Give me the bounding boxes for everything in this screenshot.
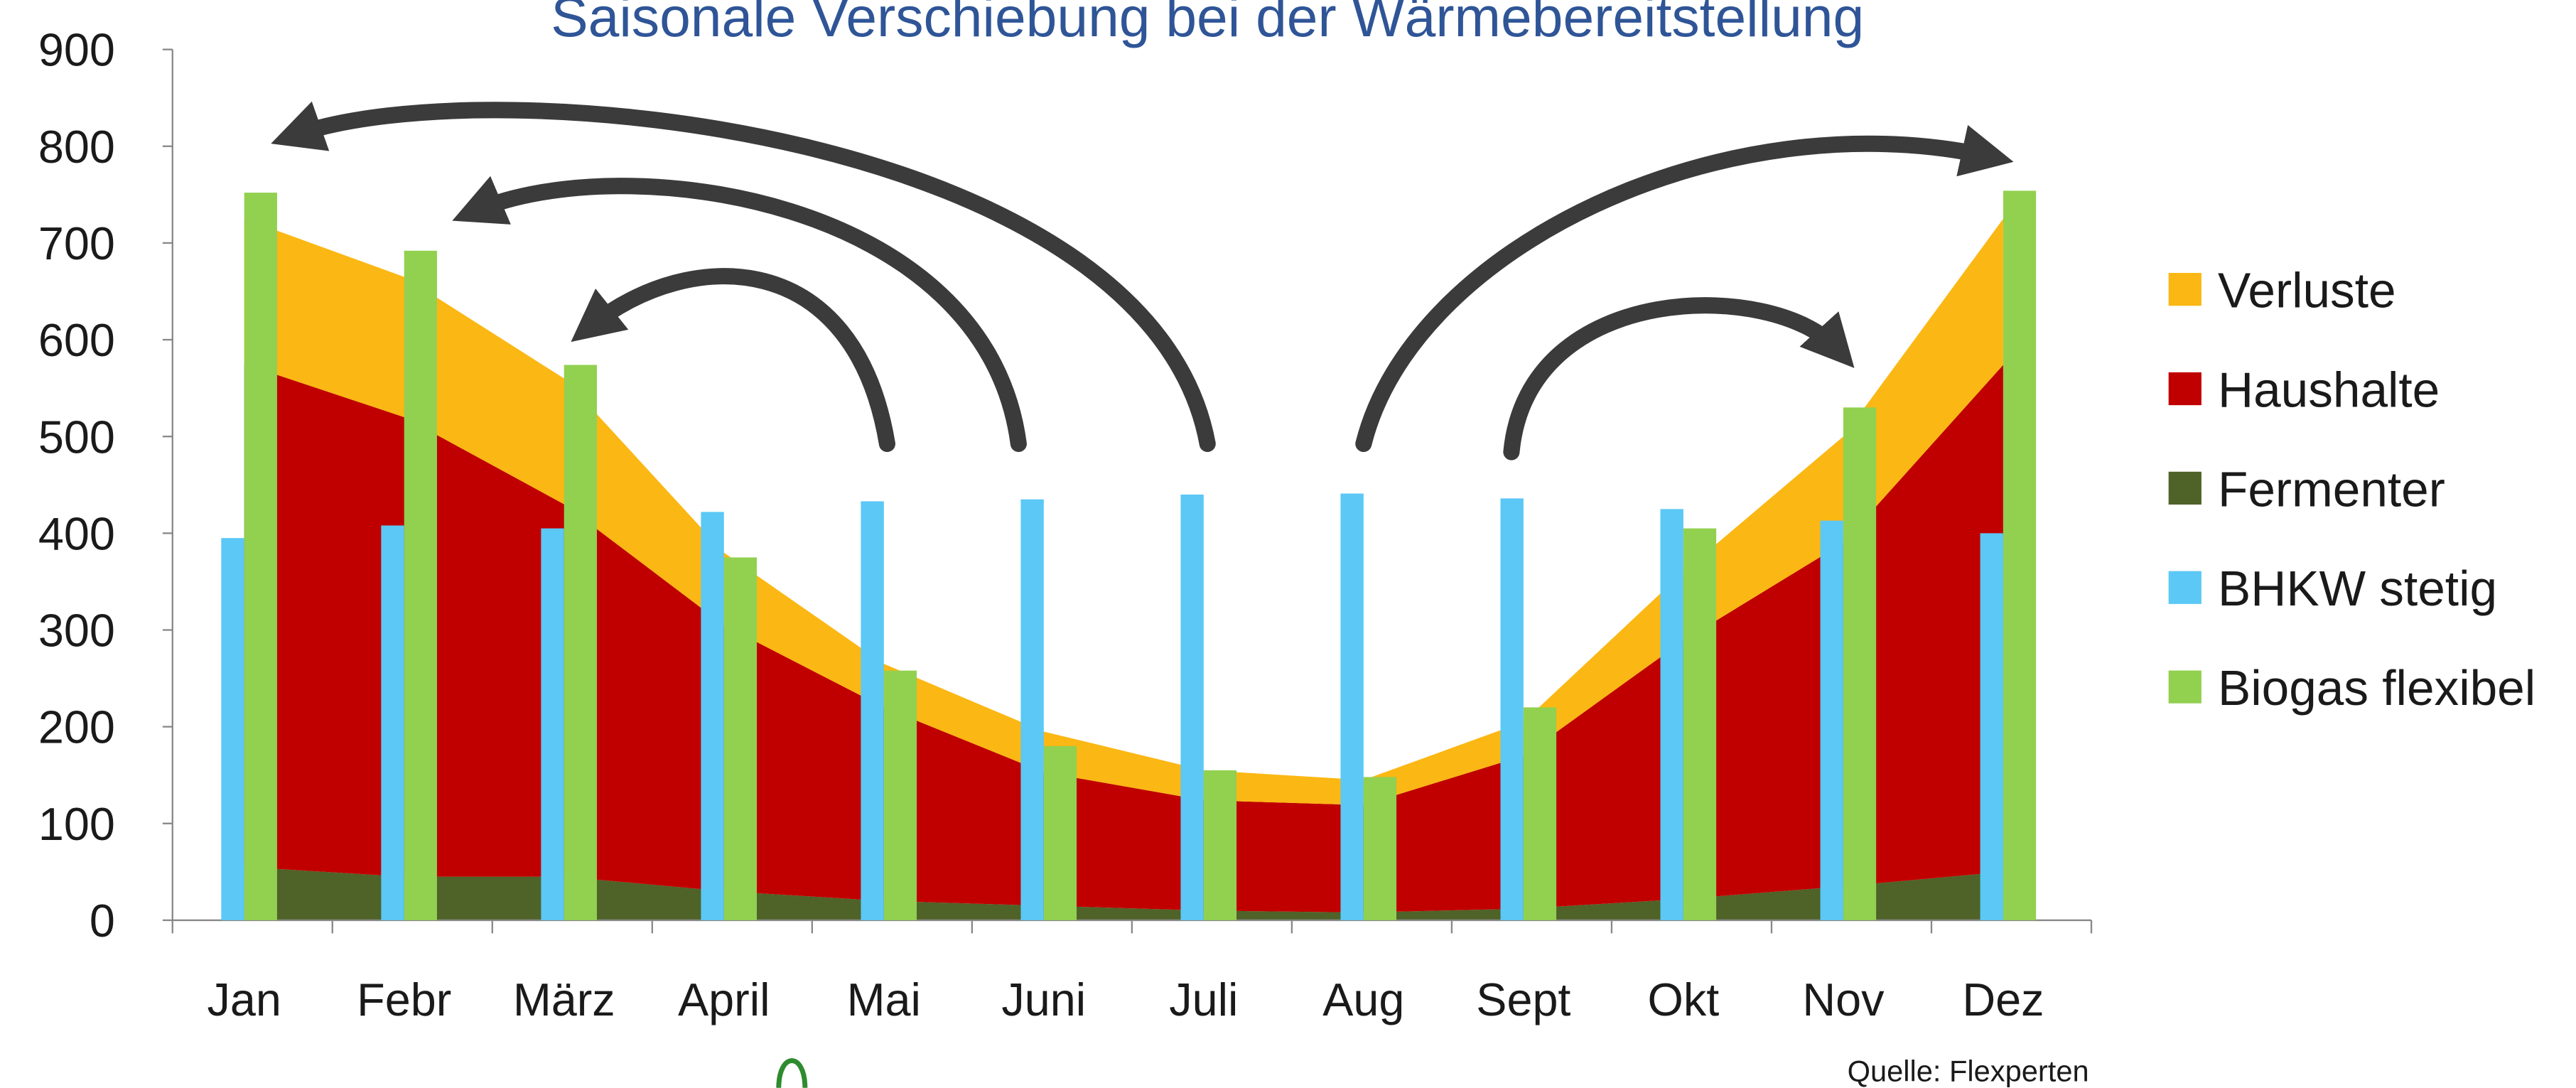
bar [1340,493,1364,920]
bar [1203,770,1237,920]
y-tick-label: 100 [38,798,115,850]
decoration [776,1058,808,1088]
legend-swatch [2168,670,2202,704]
bar [1683,528,1717,920]
x-tick-label: Okt [1648,974,1720,1025]
x-tick-label: Dez [1962,974,2044,1025]
legend-swatch [2168,471,2202,505]
legend-label: Fermenter [2218,461,2445,517]
x-tick-label: Sept [1476,974,1570,1025]
source: Quelle: Flexperten [1848,1054,2089,1087]
bar [1180,494,1204,920]
arrow [571,268,895,453]
arrow [1503,297,1855,460]
bar [723,557,757,920]
legend-swatch [2168,571,2202,604]
x-tick-label: Mai [847,974,921,1025]
y-tick-label: 500 [38,411,115,463]
arrows [271,101,2014,460]
bar [2003,190,2037,920]
arrow [271,101,1216,453]
y-tick-label: 200 [38,701,115,753]
bar [1660,509,1683,920]
x-tick-label: Jan [208,974,281,1025]
area [244,364,2003,913]
arrow [452,176,1027,453]
plot-area: 0 100 200 300 400 500 600 700 800 900 Jan Febr März A… [38,24,2093,1025]
bar [221,538,244,920]
x-tick-label: März [513,974,615,1025]
y-tick-label: 300 [38,605,115,657]
legend-label: Haushalte [2218,362,2440,417]
bar [1980,533,2003,920]
bar [541,528,564,920]
y-tick-label: 800 [38,121,115,173]
bar [883,670,917,920]
y-tick-label: 0 [90,895,115,947]
legend-label: Verluste [2218,263,2396,318]
y-tick-label: 600 [38,314,115,366]
x-tick-label: Juni [1001,974,1086,1025]
x-tick-label: Nov [1802,974,1885,1025]
bar [381,525,404,920]
bar [1020,499,1044,920]
bar [1523,707,1557,920]
bar [701,512,724,920]
bar [1820,520,1843,920]
bar [564,365,597,920]
x-tick-label: Aug [1322,974,1404,1025]
legend-label: Biogas flexibel [2218,660,2535,716]
bar [1843,407,1877,920]
y-tick-label: 400 [38,507,115,559]
legend-swatch [2168,273,2202,306]
y-tick-label: 700 [38,217,115,269]
x-tick-label: April [678,974,770,1025]
area [244,867,2003,920]
x-tick-label: Juli [1169,974,1238,1025]
arrow [1355,124,2014,453]
x-tick-label: Febr [357,974,451,1025]
bar [1500,498,1524,920]
legend-label: BHKW stetig [2218,561,2497,616]
bar [244,193,277,920]
legend-swatch [2168,372,2202,406]
y-tick-label: 900 [38,24,115,76]
bar [1363,777,1397,920]
bar [1043,745,1077,920]
bar [404,250,437,920]
chart-title: Saisonale Verschiebung bei der Wärmebere… [551,0,1864,48]
bar [861,501,884,920]
